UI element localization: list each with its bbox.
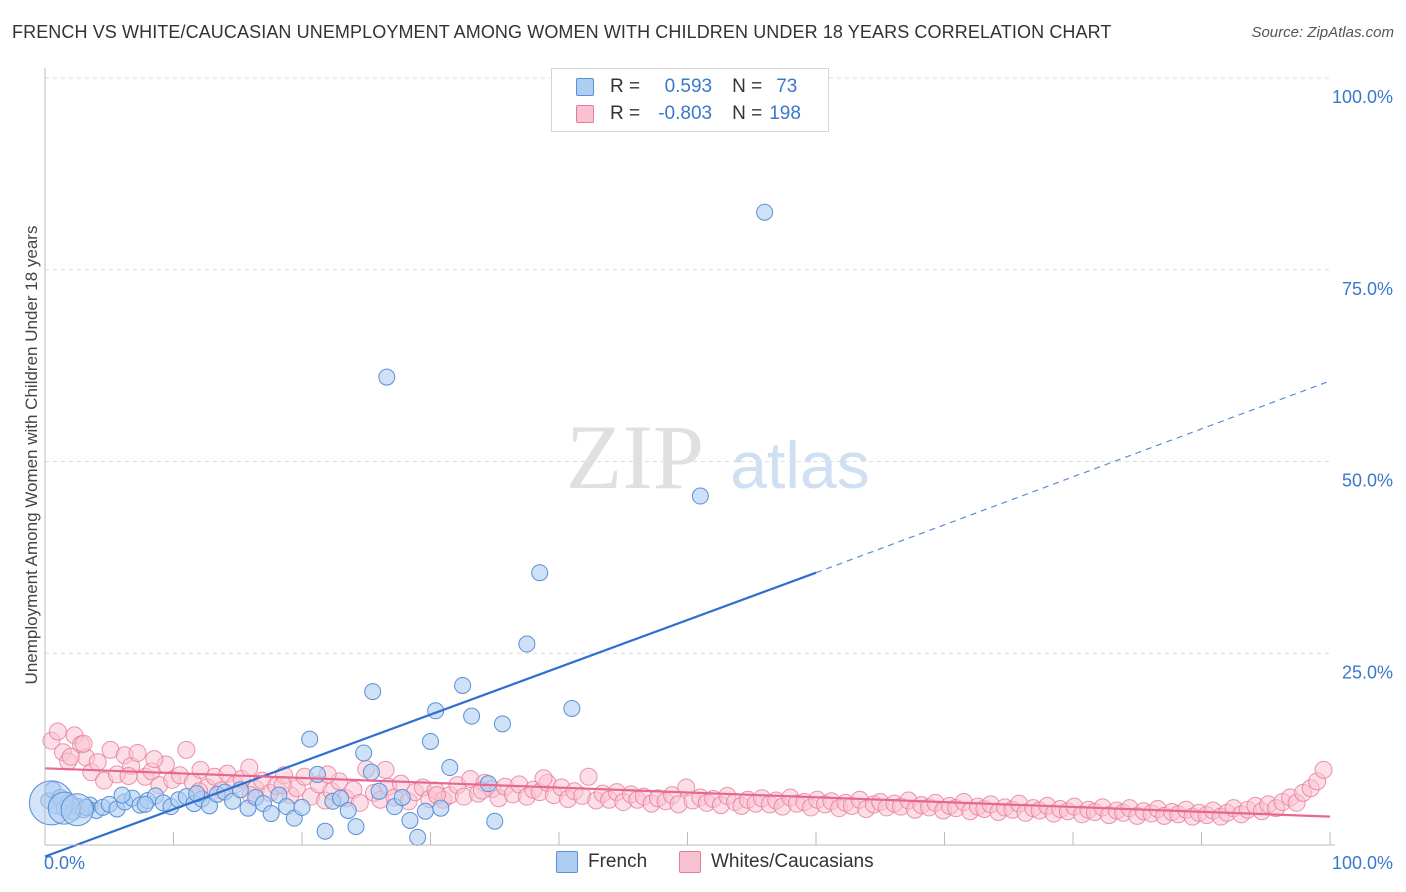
whites-point [74,734,93,753]
french-point [393,788,411,806]
bottom-legend-french: French [556,851,647,873]
french-point [316,822,334,840]
whites-point [48,722,67,741]
whites-points [42,722,1333,826]
legend-n-label-whites: N = [732,103,763,124]
french-point [308,765,326,783]
french-point [441,759,459,777]
french-point [486,812,504,830]
french-trend-extension [815,380,1331,574]
french-point [416,802,434,820]
whites-point [1314,760,1333,779]
french-swatch [576,78,594,96]
chart-title: FRENCH VS WHITE/CAUCASIAN UNEMPLOYMENT A… [12,22,1112,42]
french-point [347,818,365,836]
french-point [422,732,439,750]
axes: 0.0% 100.0% [44,68,1393,873]
french-point [691,487,709,505]
french-point [493,715,511,733]
whites-point [61,747,80,766]
whites-point [128,743,147,762]
french-point [454,676,472,694]
french-point [355,744,373,762]
french-point [136,795,154,813]
source-label: Source: ZipAtlas.com [1251,24,1394,41]
legend-row-whites: R = -0.803 N = 198 [576,101,801,127]
legend-row-french: R = 0.593 N = 73 [576,74,797,100]
french-legend-swatch [556,851,578,873]
french-point [113,786,131,804]
watermark-atlas: atlas [730,428,869,502]
whites-point [534,769,553,788]
french-point [563,699,581,717]
whites-point [240,758,259,777]
y-tick-label: 25.0% [1342,662,1393,682]
french-point [378,368,396,386]
whites-legend-label: Whites/Caucasians [711,851,874,872]
legend-n-label-french: N = [732,76,763,97]
french-point [401,811,419,829]
whites-point [177,740,196,759]
french-point [332,789,350,807]
french-point [756,203,774,221]
french-point [293,798,311,816]
x-tick-label-max: 100.0% [1332,853,1393,873]
french-point [370,782,388,800]
french-point [60,793,94,827]
french-point [362,763,380,781]
french-point [432,799,450,817]
x-tick-label-min: 0.0% [44,853,85,873]
french-point [364,683,382,701]
french-point [301,730,319,748]
whites-trend-line [44,767,1331,818]
bottom-legend-whites: Whites/Caucasians [679,851,874,873]
y-tick-label: 100.0% [1332,87,1393,107]
legend-r-value-whites: -0.803 [658,103,713,124]
legend-r-label-french: R = [610,76,641,97]
french-point [518,635,536,653]
whites-swatch [576,105,594,123]
legend-r-label-whites: R = [610,103,641,124]
y-tick-label: 50.0% [1342,471,1393,491]
french-point [479,775,497,793]
whites-point [119,766,138,785]
stats-legend: R = 0.593 N = 73 R = -0.803 N = 198 [551,68,829,132]
french-point [531,564,549,582]
watermark-zip: ZIP [566,406,704,508]
french-points [28,203,774,846]
legend-n-value-whites: 198 [769,103,801,124]
whites-point [88,753,107,772]
whites-point [145,750,164,769]
y-axis-label: Unemployment Among Women with Children U… [22,226,41,685]
grid-lines: 25.0% 50.0% 75.0% 100.0% [45,77,1393,682]
french-legend-label: French [588,851,648,872]
trend-lines [44,380,1331,858]
legend-r-value-french: 0.593 [664,76,713,97]
whites-point [376,760,395,779]
french-point [463,707,481,725]
french-trend-line [44,571,817,858]
legend-n-value-french: 73 [776,76,798,97]
french-point [339,801,357,819]
whites-point [579,767,598,786]
watermark: ZIP atlas [566,406,870,508]
y-tick-label: 75.0% [1342,279,1393,299]
french-point [262,805,280,823]
french-point [409,828,427,846]
whites-legend-swatch [679,851,701,873]
